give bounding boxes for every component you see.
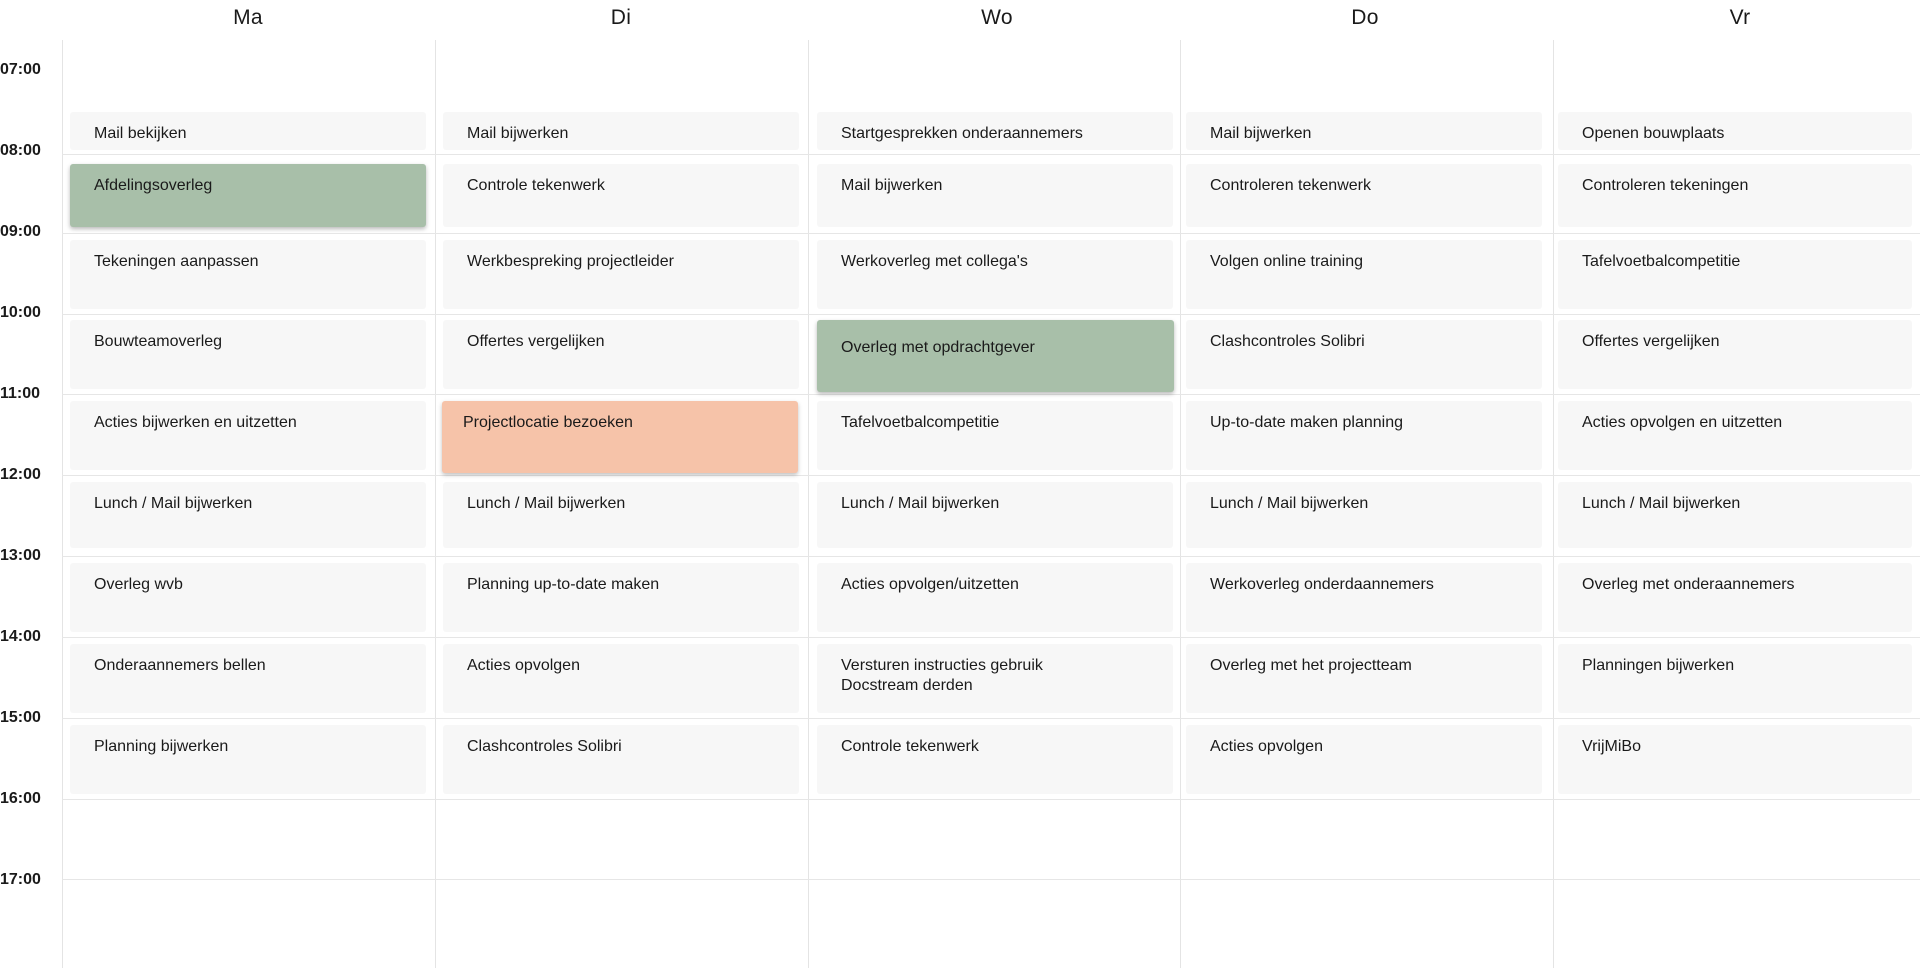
event-block[interactable]: Acties opvolgen (443, 644, 799, 713)
hour-gridline (62, 475, 1920, 476)
column-divider (808, 40, 809, 968)
day-header-wo: Wo (981, 6, 1013, 29)
day-header-ma: Ma (233, 6, 263, 29)
hour-gridline (62, 718, 1920, 719)
event-block[interactable]: Controleren tekenwerk (1186, 164, 1542, 227)
time-label-1400: 14:00 (0, 628, 41, 645)
time-label-1600: 16:00 (0, 790, 41, 807)
event-block[interactable]: Acties opvolgen/uitzetten (817, 563, 1173, 632)
event-block[interactable]: Overleg met opdrachtgever (817, 320, 1174, 392)
event-block[interactable]: Versturen instructies gebruik Docstream … (817, 644, 1173, 713)
event-block[interactable]: Lunch / Mail bijwerken (1558, 482, 1912, 548)
event-block[interactable]: Clashcontroles Solibri (443, 725, 799, 794)
event-block[interactable]: Planning bijwerken (70, 725, 426, 794)
time-label-0900: 09:00 (0, 223, 41, 240)
event-block[interactable]: Mail bekijken (70, 112, 426, 150)
event-block[interactable]: Mail bijwerken (817, 164, 1173, 227)
day-header-do: Do (1351, 6, 1379, 29)
column-divider (1180, 40, 1181, 968)
event-block[interactable]: Lunch / Mail bijwerken (70, 482, 426, 548)
time-label-0800: 08:00 (0, 142, 41, 159)
event-block[interactable]: Offertes vergelijken (1558, 320, 1912, 389)
time-label-1300: 13:00 (0, 547, 41, 564)
event-block[interactable]: Lunch / Mail bijwerken (817, 482, 1173, 548)
event-block[interactable]: Up-to-date maken planning (1186, 401, 1542, 470)
column-divider (1553, 40, 1554, 968)
time-label-1100: 11:00 (0, 385, 41, 402)
event-block[interactable]: Clashcontroles Solibri (1186, 320, 1542, 389)
day-header-di: Di (610, 6, 632, 29)
time-label-0700: 07:00 (0, 61, 41, 78)
hour-gridline (62, 637, 1920, 638)
event-block[interactable]: Overleg met onderaannemers (1558, 563, 1912, 632)
event-block[interactable]: Projectlocatie bezoeken (442, 401, 798, 473)
event-block[interactable]: Acties opvolgen en uitzetten (1558, 401, 1912, 470)
event-block[interactable]: Controleren tekeningen (1558, 164, 1912, 227)
time-label-1000: 10:00 (0, 304, 41, 321)
column-divider (435, 40, 436, 968)
event-block[interactable]: Werkoverleg met collega's (817, 240, 1173, 309)
event-block[interactable]: Tekeningen aanpassen (70, 240, 426, 309)
day-header-vr: Vr (1729, 6, 1751, 29)
hour-gridline (62, 799, 1920, 800)
time-label-1500: 15:00 (0, 709, 41, 726)
hour-gridline (62, 233, 1920, 234)
event-block[interactable]: Openen bouwplaats (1558, 112, 1912, 150)
event-block[interactable]: Overleg wvb (70, 563, 426, 632)
event-block[interactable]: Startgesprekken onderaannemers (817, 112, 1173, 150)
event-block[interactable]: Mail bijwerken (443, 112, 799, 150)
hour-gridline (62, 879, 1920, 880)
event-block[interactable]: Mail bijwerken (1186, 112, 1542, 150)
time-label-1700: 17:00 (0, 871, 41, 888)
hour-gridline (62, 556, 1920, 557)
event-block[interactable]: Acties bijwerken en uitzetten (70, 401, 426, 470)
event-block[interactable]: Tafelvoetbalcompetitie (817, 401, 1173, 470)
event-block[interactable]: Onderaannemers bellen (70, 644, 426, 713)
hour-gridline (62, 154, 1920, 155)
event-block[interactable]: Lunch / Mail bijwerken (443, 482, 799, 548)
event-block[interactable]: Planningen bijwerken (1558, 644, 1912, 713)
event-block[interactable]: Acties opvolgen (1186, 725, 1542, 794)
event-block[interactable]: Werkoverleg onderdaannemers (1186, 563, 1542, 632)
column-divider (62, 40, 63, 968)
hour-gridline (62, 394, 1920, 395)
event-block[interactable]: Overleg met het projectteam (1186, 644, 1542, 713)
event-block[interactable]: Planning up-to-date maken (443, 563, 799, 632)
event-block[interactable]: Bouwteamoverleg (70, 320, 426, 389)
event-block[interactable]: Tafelvoetbalcompetitie (1558, 240, 1912, 309)
event-block[interactable]: Afdelingsoverleg (70, 164, 426, 227)
event-block[interactable]: Controle tekenwerk (443, 164, 799, 227)
time-label-1200: 12:00 (0, 466, 41, 483)
event-block[interactable]: Volgen online training (1186, 240, 1542, 309)
event-block[interactable]: Lunch / Mail bijwerken (1186, 482, 1542, 548)
event-block[interactable]: VrijMiBo (1558, 725, 1912, 794)
event-block[interactable]: Werkbespreking projectleider (443, 240, 799, 309)
event-block[interactable]: Offertes vergelijken (443, 320, 799, 389)
event-block[interactable]: Controle tekenwerk (817, 725, 1173, 794)
hour-gridline (62, 314, 1920, 315)
